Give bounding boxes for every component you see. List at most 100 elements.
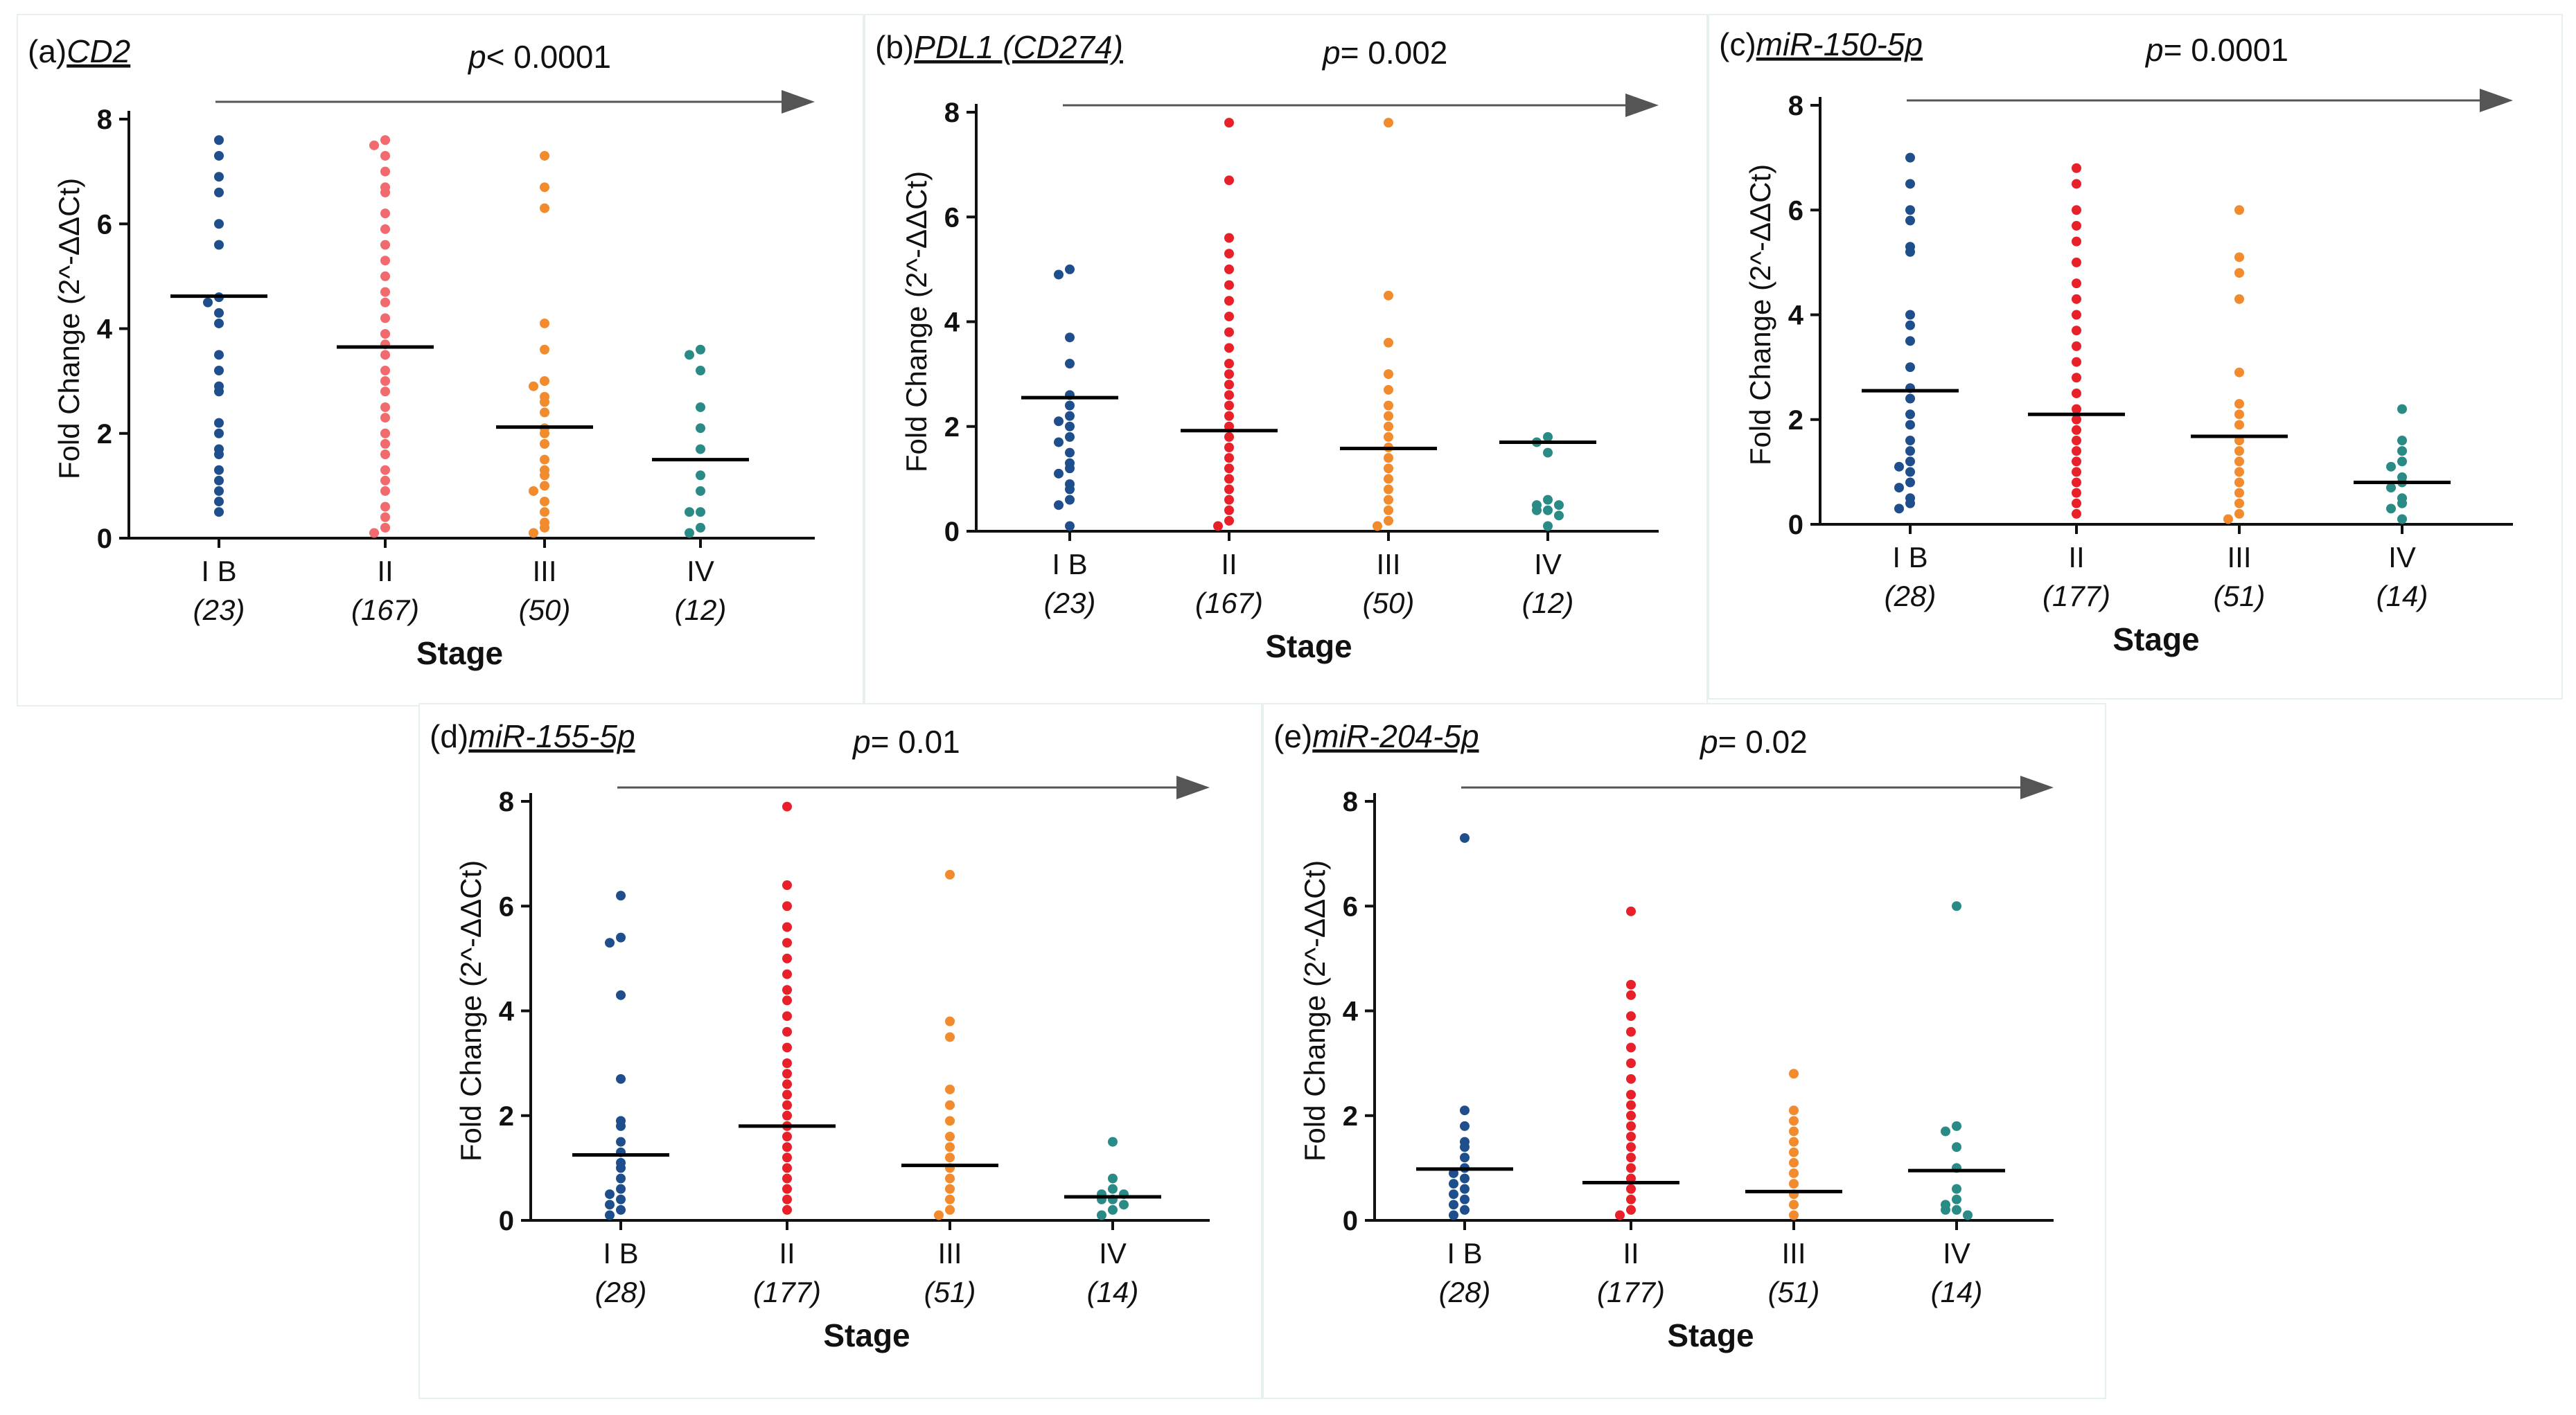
data-point [1460,1153,1470,1163]
data-point [1952,1121,1961,1131]
x-category-label: IV [1534,548,1562,580]
data-point [1554,510,1564,521]
chart-title-gene: PDL1 (CD274) [914,29,1123,65]
data-point [1789,1210,1799,1220]
data-point [1054,269,1064,280]
data-point [1108,1137,1118,1147]
data-point [1894,461,1904,472]
x-category-label: IV [1099,1237,1127,1270]
data-point [1384,118,1393,128]
data-point [1065,400,1075,411]
y-tick-label: 6 [944,202,960,233]
data-point [685,350,694,360]
data-point [605,1200,615,1210]
data-point [945,1194,955,1204]
x-count-label: (167) [351,594,419,626]
data-point [1626,1110,1636,1121]
data-point [2072,205,2081,215]
data-point [945,1173,955,1184]
chart-panel-a: (a)CD2 p< 0.0001 0 2 4 6 8 Fold Change (2^-ΔΔCt… [17,14,864,706]
data-point [2072,326,2081,336]
chart-panel-e: (e)miR-204-5p p= 0.02 0 2 4 6 8 Fold Change (2^… [1262,703,2106,1399]
data-point [616,1184,626,1194]
data-point [214,308,224,318]
data-point [1054,468,1064,479]
x-axis-label: Stage [823,1317,910,1353]
data-point [1449,1189,1458,1200]
x-category-label: IV [1943,1237,1970,1270]
data-point [945,1116,955,1126]
data-point [380,224,390,234]
data-point [1224,390,1234,400]
data-point [1905,215,1915,226]
data-point [369,140,379,150]
data-point [380,366,390,375]
data-point [540,507,549,517]
data-point [214,475,224,486]
y-tick-label: 6 [1343,891,1358,922]
data-point [1460,1184,1470,1194]
data-point [1065,421,1075,431]
data-point [1065,411,1075,421]
data-point [1789,1147,1799,1157]
data-point [1789,1137,1799,1147]
data-point [1789,1179,1799,1189]
data-point [616,1121,626,1131]
chart-svg-a: (a)CD2 p< 0.0001 0 2 4 6 8 Fold Change (2^-ΔΔCt… [28,33,815,671]
data-point [540,522,549,533]
data-point [1905,409,1915,420]
data-point [214,507,224,517]
data-point [1384,453,1393,463]
data-point [1373,521,1382,531]
data-point [1384,505,1393,515]
data-point [696,402,705,412]
data-point [1224,264,1234,274]
data-point [934,1210,944,1220]
data-point [1065,332,1075,343]
data-point [782,1026,792,1037]
data-point [529,528,538,538]
data-point [540,470,549,481]
data-point [2072,278,2081,289]
data-point [1065,495,1075,505]
data-point [616,1194,626,1204]
data-point [945,1132,955,1141]
data-point [1460,1204,1470,1215]
chart-title-prefix: (c) [1719,26,1756,62]
data-point [1905,336,1915,346]
data-point [1065,484,1075,495]
data-point [1905,320,1915,330]
y-tick-label: 2 [499,1101,514,1132]
trend-arrow-head [782,90,815,114]
data-point [1905,205,1915,215]
data-point [1224,463,1234,474]
data-point [2072,220,2081,231]
data-point [369,528,379,538]
data-point [1626,1100,1636,1110]
data-point [1952,1142,1961,1153]
data-point [1213,521,1223,531]
data-point [1905,393,1915,404]
data-point [214,135,224,145]
data-point [380,402,390,412]
data-point [1543,505,1553,515]
data-point [782,922,792,932]
x-category-label: III [1376,548,1400,580]
data-point [2072,446,2081,456]
data-point [2397,456,2407,467]
x-category-label: IV [2388,541,2416,573]
chart-title: (b)PDL1 (CD274) [875,29,1123,65]
data-point [782,1100,792,1110]
data-point [1054,437,1064,447]
x-count-label: (51) [924,1276,976,1308]
y-tick-label: 6 [1788,195,1803,226]
data-point [540,481,549,491]
data-point [540,182,549,193]
data-point [782,969,792,979]
data-point [1543,447,1553,458]
data-point [529,381,538,391]
data-point [1905,247,1915,257]
chart-title-prefix: (a) [28,33,67,69]
data-point [1789,1069,1799,1079]
chart-svg-d: (d)miR-155-5p p= 0.01 0 2 4 6 8 Fold Change (2^… [430,718,1210,1353]
